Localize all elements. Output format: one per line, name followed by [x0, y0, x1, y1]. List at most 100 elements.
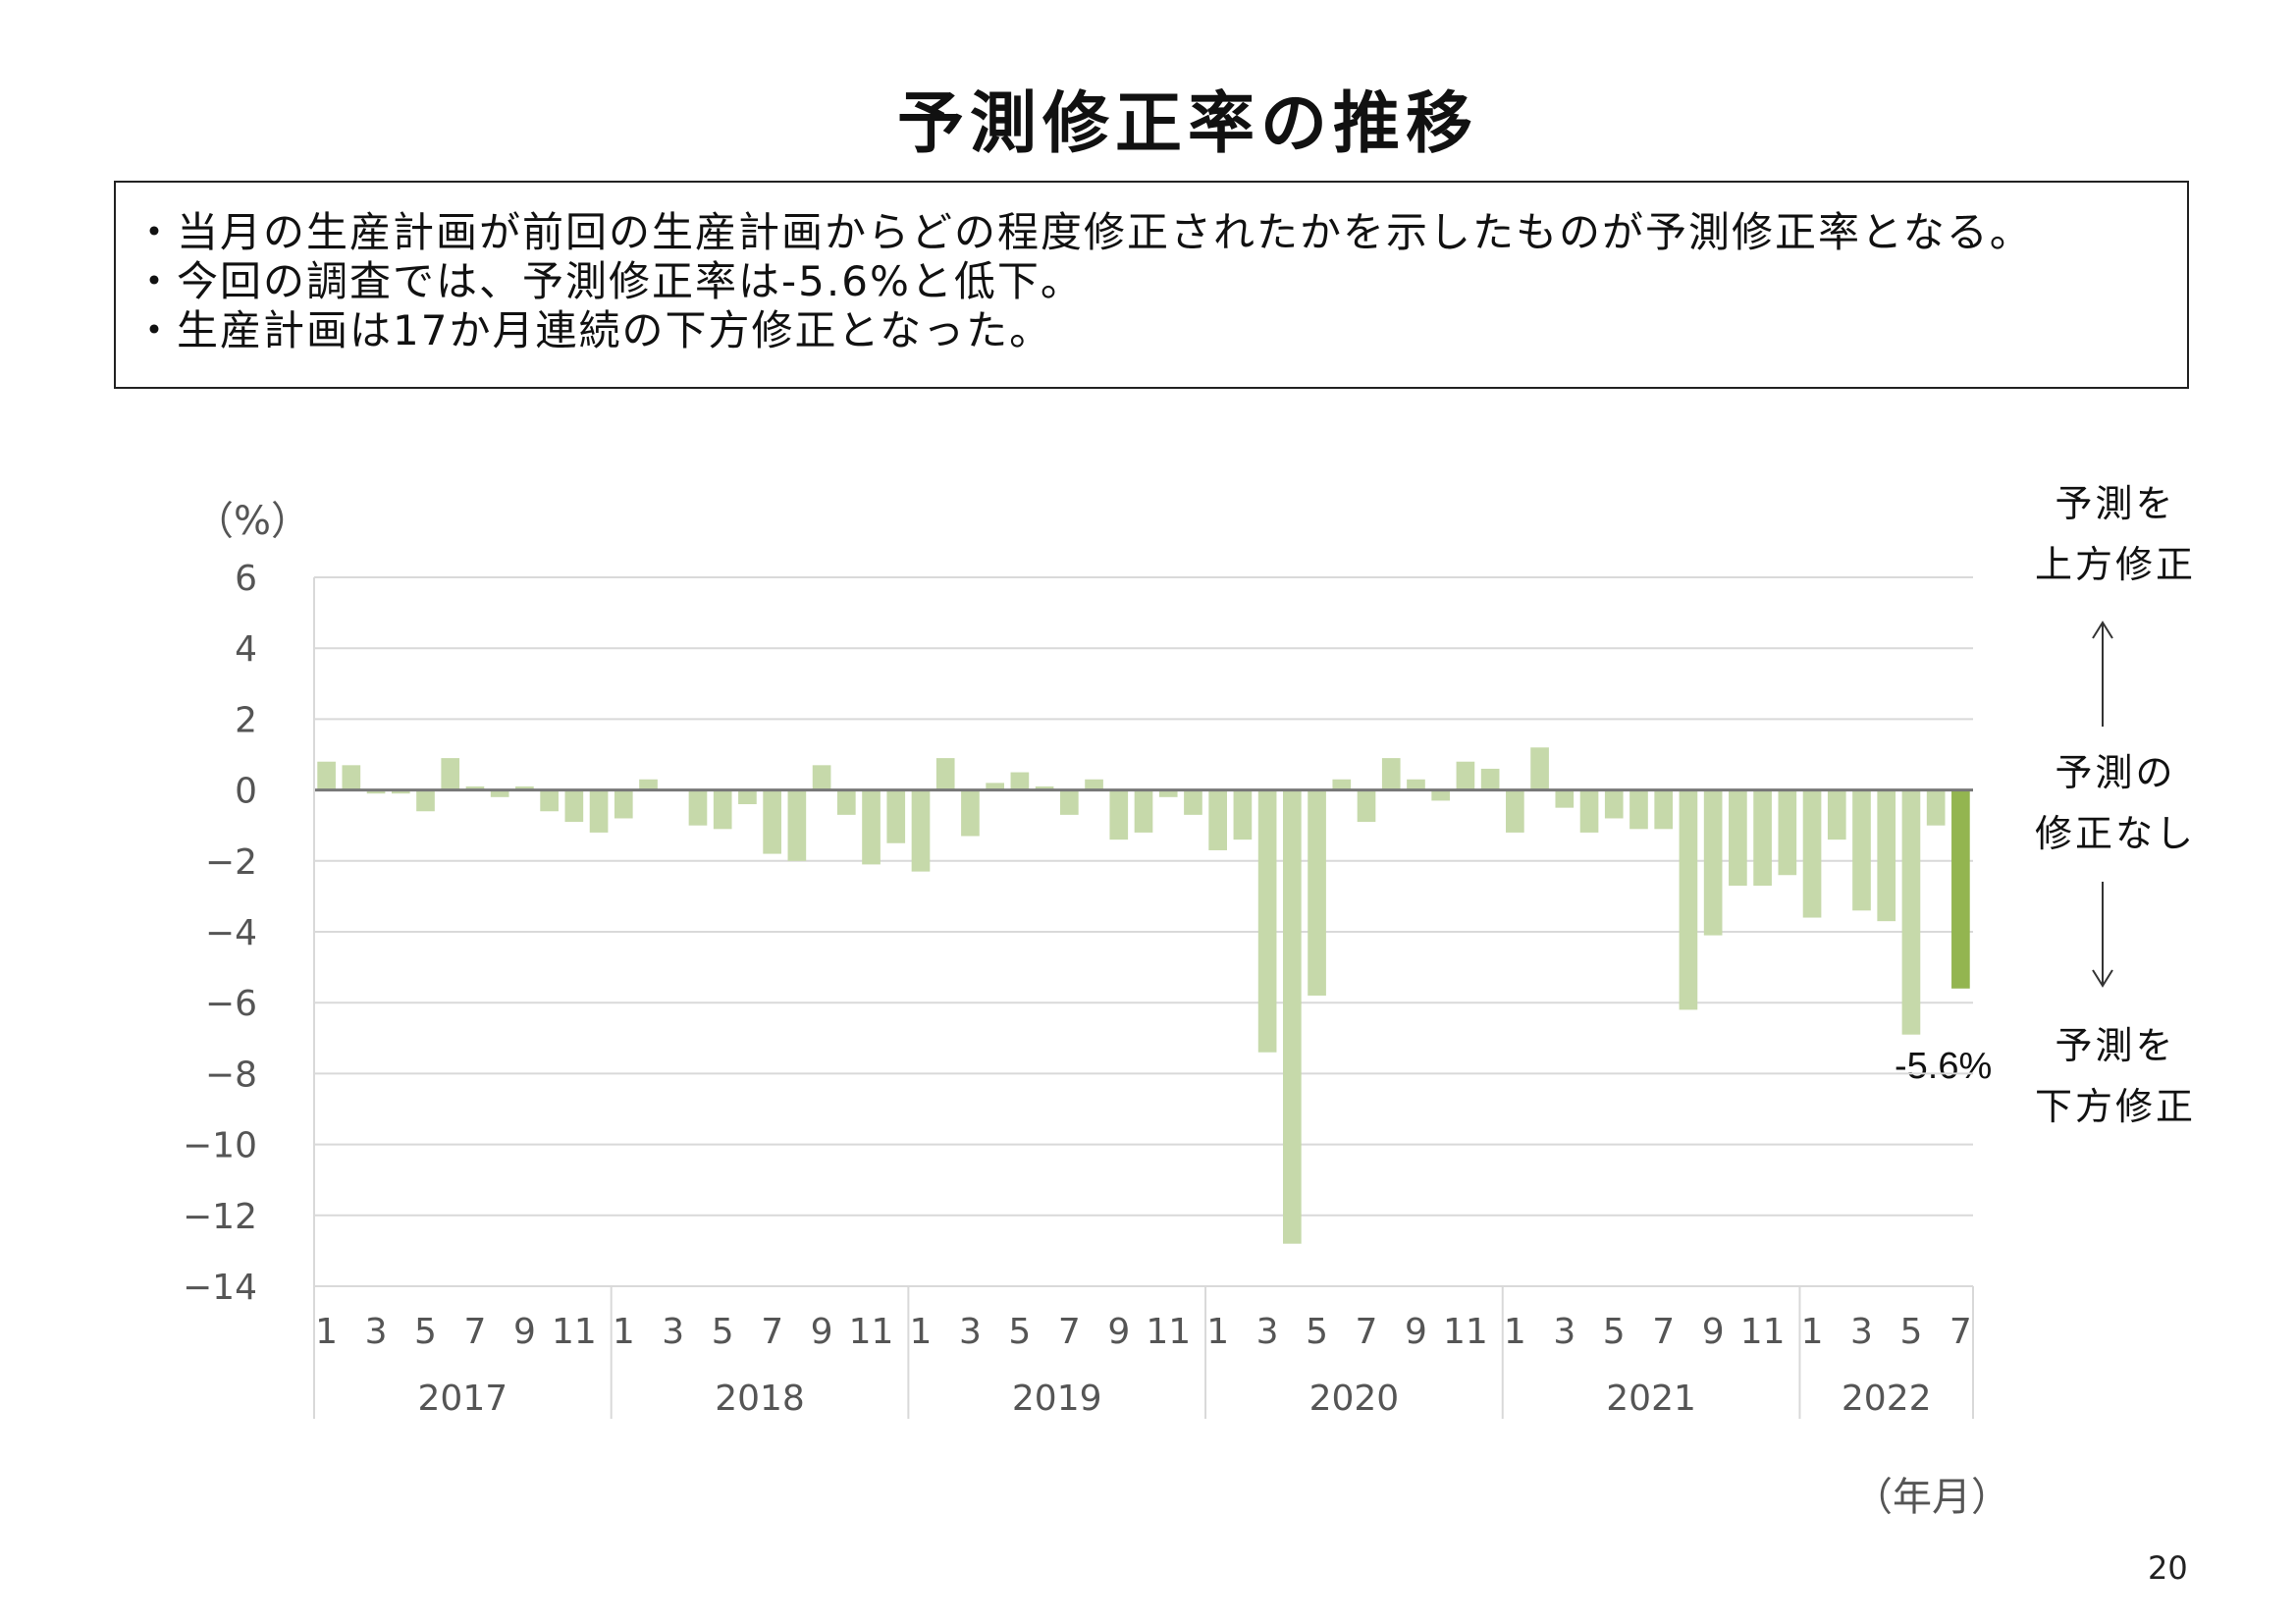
bar — [1654, 789, 1674, 830]
x-tick-label: 3 — [959, 1312, 982, 1352]
x-tick-label: 11 — [1740, 1312, 1786, 1352]
x-tick-label: 3 — [1553, 1312, 1575, 1352]
bar — [391, 789, 410, 794]
bar — [1827, 789, 1846, 840]
x-tick-label: 7 — [1058, 1312, 1081, 1352]
bar — [317, 761, 336, 790]
x-tick-label: 11 — [1146, 1312, 1191, 1352]
x-tick-label: 9 — [513, 1312, 536, 1352]
bar — [1480, 768, 1500, 790]
bar — [1877, 789, 1896, 922]
x-tick-label: 7 — [1356, 1312, 1378, 1352]
bar — [441, 758, 460, 790]
x-tick-label: 7 — [1949, 1312, 1972, 1352]
bar — [1357, 789, 1376, 823]
x-tick-label: 1 — [1504, 1312, 1526, 1352]
x-tick-label: 1 — [613, 1312, 635, 1352]
label-downward-revision: 予測を 下方修正 — [2034, 1024, 2196, 1128]
bar — [763, 789, 781, 854]
bar — [1085, 779, 1103, 790]
bar — [1506, 789, 1524, 833]
x-tick-label: 5 — [712, 1312, 734, 1352]
y-tick-label: −2 — [205, 842, 257, 883]
x-tick-label: 9 — [1405, 1312, 1427, 1352]
bar — [1901, 789, 1921, 1035]
bar — [836, 789, 856, 815]
bar — [589, 789, 609, 833]
bar — [1010, 772, 1030, 790]
bar — [342, 765, 361, 790]
x-tick-label: 7 — [464, 1312, 487, 1352]
x-tick-label: 1 — [1206, 1312, 1229, 1352]
bar — [886, 789, 906, 843]
bar — [935, 758, 955, 790]
y-tick-label: −6 — [205, 984, 257, 1024]
bar — [416, 789, 435, 812]
x-tick-label: 9 — [1107, 1312, 1130, 1352]
year-label: 2019 — [1012, 1379, 1102, 1419]
bar — [540, 789, 559, 812]
label-upward-revision: 予測を 上方修正 — [2034, 482, 2196, 586]
bar — [1257, 789, 1277, 1053]
up-arrow-head-icon — [2092, 621, 2113, 639]
summary-line: ・今回の調査では、予測修正率は-5.6%と低下。 — [133, 257, 1084, 305]
x-tick-label: 9 — [811, 1312, 833, 1352]
bar — [1059, 789, 1079, 815]
bar — [1729, 789, 1747, 887]
y-tick-label: 4 — [235, 629, 257, 670]
page-number: 20 — [2148, 1549, 2188, 1587]
bar — [1778, 789, 1797, 876]
latest-value-label: -5.6% — [1895, 1046, 1993, 1087]
bar — [1381, 758, 1401, 790]
bar — [639, 779, 658, 790]
x-tick-label: 3 — [1850, 1312, 1873, 1352]
x-tick-label: 5 — [1899, 1312, 1922, 1352]
year-label: 2018 — [715, 1379, 805, 1419]
bar — [1579, 789, 1599, 833]
bar — [1703, 789, 1723, 936]
summary-box: ・当月の生産計画が前回の生産計画からどの程度修正されたかを示したものが予測修正率… — [114, 181, 2189, 389]
bar — [1629, 789, 1648, 830]
bar — [713, 789, 732, 830]
bar — [515, 785, 534, 790]
x-tick-label: 5 — [1008, 1312, 1031, 1352]
bar — [1456, 761, 1475, 790]
bar — [1158, 789, 1178, 797]
bar — [1555, 789, 1575, 808]
y-tick-label: −8 — [205, 1055, 257, 1095]
bar — [1035, 785, 1054, 790]
x-tick-label: 9 — [1702, 1312, 1725, 1352]
x-tick-label: 11 — [849, 1312, 894, 1352]
bar — [1208, 789, 1228, 850]
y-tick-label: 2 — [235, 700, 257, 740]
y-tick-label: 6 — [235, 559, 257, 599]
page-title: 予測修正率の推移 — [896, 85, 1478, 163]
bar — [1283, 789, 1302, 1244]
bar — [1679, 789, 1698, 1010]
bar — [738, 789, 757, 805]
bar — [1951, 789, 1970, 989]
x-tick-label: 7 — [1652, 1312, 1675, 1352]
x-tick-label: 11 — [1443, 1312, 1488, 1352]
bar — [862, 789, 881, 865]
bar — [614, 789, 633, 819]
bar — [1109, 789, 1129, 840]
bar — [986, 783, 1004, 790]
down-arrow-head-icon — [2092, 969, 2113, 988]
bar — [1852, 789, 1871, 911]
y-tick-label: −12 — [183, 1197, 257, 1237]
bar — [1233, 789, 1253, 840]
x-tick-label: 5 — [1306, 1312, 1328, 1352]
bar — [1530, 747, 1549, 790]
bar — [688, 789, 708, 826]
bar — [490, 789, 509, 797]
bar — [1407, 779, 1425, 790]
bar — [465, 785, 485, 790]
x-tick-label: 3 — [1256, 1312, 1279, 1352]
bar — [1604, 789, 1624, 819]
bar — [1753, 789, 1772, 887]
bar — [1802, 789, 1822, 918]
x-tick-label: 5 — [414, 1312, 437, 1352]
year-label: 2021 — [1606, 1379, 1696, 1419]
y-tick-label: −4 — [205, 913, 257, 953]
